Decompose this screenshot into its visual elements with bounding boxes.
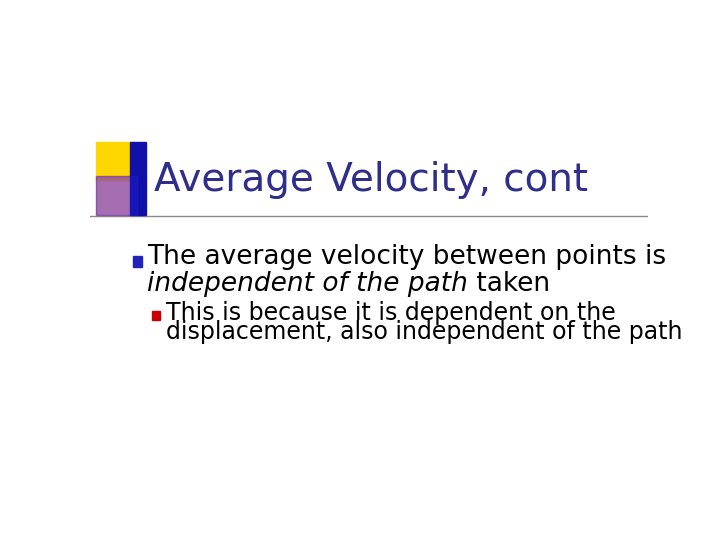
Text: This is because it is dependent on the: This is because it is dependent on the (166, 301, 616, 325)
Text: taken: taken (468, 271, 550, 297)
Bar (130, 142, 145, 215)
Text: The average velocity between points is: The average velocity between points is (148, 244, 675, 271)
Text: Average Velocity, cont: Average Velocity, cont (153, 161, 588, 199)
Bar (96, 142, 137, 180)
Text: displacement, also independent of the path: displacement, also independent of the pa… (166, 320, 683, 344)
Bar (96, 177, 137, 215)
Bar (132, 256, 142, 267)
Bar (96, 177, 137, 215)
Text: independent of the path: independent of the path (148, 271, 468, 297)
Bar (152, 311, 160, 320)
